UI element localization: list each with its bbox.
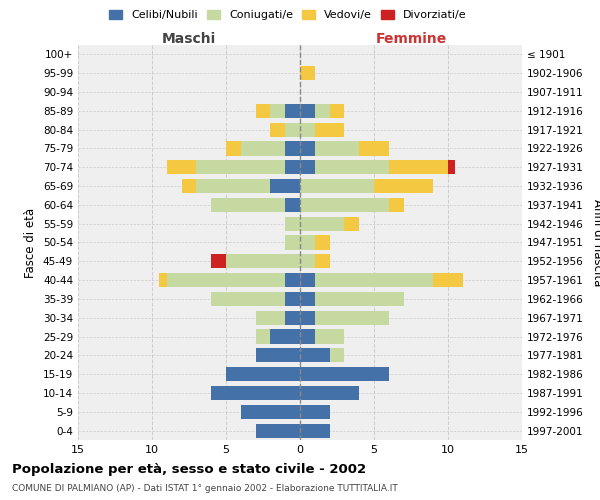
Bar (167, 160, 196, 174)
Bar (315, 310, 389, 325)
Bar (285, 273, 300, 287)
Bar (182, 179, 196, 193)
Bar (300, 198, 389, 212)
Bar (300, 348, 329, 362)
Bar (300, 386, 359, 400)
Bar (196, 160, 285, 174)
Bar (300, 273, 315, 287)
Bar (359, 142, 389, 156)
Bar (315, 122, 344, 136)
Bar (167, 273, 285, 287)
Bar (241, 142, 285, 156)
Bar (256, 310, 285, 325)
Y-axis label: Anni di nascita: Anni di nascita (592, 199, 600, 286)
Bar (256, 330, 271, 344)
Bar (285, 104, 300, 118)
Text: Popolazione per età, sesso e stato civile - 2002: Popolazione per età, sesso e stato civil… (12, 462, 366, 475)
Bar (300, 216, 344, 230)
Bar (256, 424, 300, 438)
Bar (300, 404, 329, 419)
Bar (300, 236, 315, 250)
Bar (300, 104, 315, 118)
Bar (300, 160, 315, 174)
Bar (256, 104, 271, 118)
Bar (300, 310, 315, 325)
Bar (344, 216, 359, 230)
Bar (300, 424, 329, 438)
Text: Femmine: Femmine (376, 32, 446, 46)
Bar (285, 198, 300, 212)
Bar (374, 179, 433, 193)
Bar (271, 330, 300, 344)
Bar (300, 330, 315, 344)
Bar (448, 160, 455, 174)
Text: COMUNE DI PALMIANO (AP) - Dati ISTAT 1° gennaio 2002 - Elaborazione TUTTITALIA.I: COMUNE DI PALMIANO (AP) - Dati ISTAT 1° … (12, 484, 398, 493)
Text: Maschi: Maschi (162, 32, 216, 46)
Bar (285, 216, 300, 230)
Bar (271, 179, 300, 193)
Bar (315, 254, 329, 268)
Bar (211, 292, 285, 306)
Bar (241, 404, 300, 419)
Bar (226, 254, 300, 268)
Bar (211, 386, 300, 400)
Bar (315, 160, 389, 174)
Y-axis label: Fasce di età: Fasce di età (25, 208, 37, 278)
Bar (285, 160, 300, 174)
Bar (300, 142, 315, 156)
Bar (315, 273, 433, 287)
Legend: Celibi/Nubili, Coniugati/e, Vedovi/e, Divorziati/e: Celibi/Nubili, Coniugati/e, Vedovi/e, Di… (105, 6, 471, 25)
Bar (226, 142, 241, 156)
Bar (389, 160, 448, 174)
Bar (211, 198, 285, 212)
Bar (226, 367, 300, 381)
Bar (300, 254, 315, 268)
Bar (300, 122, 315, 136)
Bar (315, 236, 329, 250)
Bar (315, 292, 404, 306)
Bar (211, 254, 226, 268)
Bar (285, 236, 300, 250)
Bar (329, 104, 344, 118)
Bar (315, 330, 344, 344)
Bar (329, 348, 344, 362)
Bar (285, 310, 300, 325)
Bar (271, 122, 285, 136)
Bar (256, 348, 300, 362)
Bar (300, 66, 315, 80)
Bar (389, 198, 404, 212)
Bar (300, 367, 389, 381)
Bar (315, 142, 359, 156)
Bar (315, 104, 329, 118)
Bar (433, 273, 463, 287)
Bar (300, 179, 374, 193)
Bar (285, 292, 300, 306)
Bar (196, 179, 271, 193)
Bar (285, 142, 300, 156)
Bar (300, 292, 315, 306)
Bar (271, 104, 285, 118)
Bar (160, 273, 167, 287)
Bar (285, 122, 300, 136)
